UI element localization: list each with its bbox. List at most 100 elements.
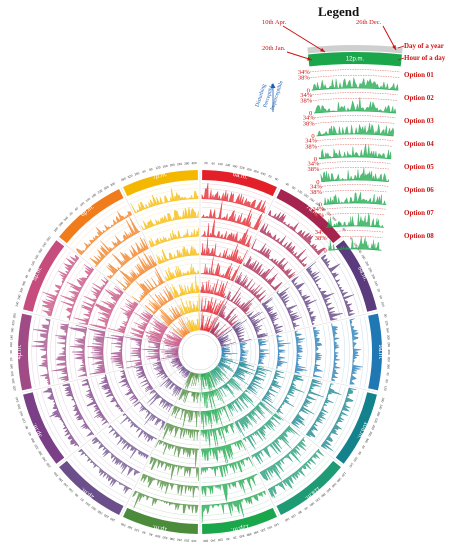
- threshold-line: [341, 321, 345, 383]
- day-tick-label: 280: [16, 294, 21, 300]
- day-tick-label: 120: [155, 165, 161, 170]
- threshold-line: [36, 317, 41, 387]
- threshold-line: [201, 470, 256, 483]
- day-tick-label: 180: [109, 517, 116, 523]
- sector-divider: [57, 238, 185, 340]
- threshold-line: [304, 329, 308, 375]
- day-tick-label: 220: [103, 513, 110, 519]
- day-tick-label: 140: [348, 462, 354, 469]
- threshold-line: [142, 399, 167, 419]
- threshold-line: [299, 381, 323, 430]
- day-tick-label: 180: [267, 525, 273, 531]
- series-8: [76, 210, 133, 256]
- threshold-line: [233, 285, 258, 305]
- series-2: [178, 388, 200, 403]
- series-6: [148, 227, 199, 248]
- series-8: [130, 187, 199, 214]
- day-tick-label: 160: [191, 539, 196, 543]
- day-tick-label: 120: [297, 189, 304, 195]
- day-tick-label: 260: [11, 378, 16, 384]
- threshold-line: [201, 239, 248, 251]
- legend-threshold-label: 38%: [305, 143, 318, 150]
- hour-band: [202, 170, 277, 197]
- threshold-line: [224, 301, 244, 317]
- threshold-line: [303, 271, 328, 322]
- hour-band: [123, 507, 198, 534]
- series-5: [98, 374, 124, 413]
- day-tick-label: 120: [134, 527, 140, 533]
- legend-threshold-line: [317, 144, 393, 147]
- series-8: [320, 254, 355, 317]
- threshold-line: [332, 248, 364, 313]
- hour-label: 7p.m.: [152, 172, 168, 181]
- series-4: [165, 263, 200, 282]
- legend-threshold-label: 38%: [312, 212, 325, 219]
- sector-divider: [120, 187, 192, 335]
- hour-label: 9a.m.: [377, 344, 383, 359]
- threshold-line: [201, 436, 240, 446]
- threshold-line: [95, 286, 116, 327]
- day-tick-label: 160: [162, 164, 168, 169]
- series-3: [147, 389, 174, 413]
- day-tick-label: 300: [367, 431, 373, 438]
- series-1: [160, 344, 179, 360]
- threshold-line: [332, 391, 364, 456]
- series-2: [200, 388, 225, 410]
- series-8: [42, 387, 80, 447]
- sector-divider: [22, 311, 181, 348]
- series-7: [62, 383, 95, 437]
- threshold-line: [116, 255, 153, 285]
- series-5: [242, 413, 284, 450]
- legend-threshold-label: 34%: [312, 206, 325, 213]
- ring-baseline: [259, 437, 305, 473]
- day-tick-label: 280: [320, 492, 327, 499]
- threshold-line: [364, 316, 369, 388]
- day-tick-label: 20: [79, 497, 84, 502]
- series-1: [217, 356, 239, 373]
- legend-threshold-line: [319, 161, 391, 164]
- series-2: [159, 306, 183, 327]
- series-8: [320, 387, 357, 452]
- series-4: [261, 370, 285, 411]
- legend-threshold-label: 34%: [315, 229, 328, 236]
- legend-threshold-label: 38%: [308, 166, 321, 173]
- threshold-line: [274, 201, 331, 246]
- legend-option-labels: Option 01 Option 02 Option 03 Option 04 Opti…: [404, 71, 434, 240]
- series-7: [51, 323, 69, 382]
- threshold-line: [288, 378, 310, 421]
- threshold-line: [152, 453, 199, 465]
- series-8: [132, 490, 199, 514]
- threshold-line: [291, 332, 294, 372]
- threshold-line: [130, 188, 199, 204]
- threshold-line: [59, 385, 86, 442]
- day-tick-label: 180: [57, 476, 64, 483]
- hour-band: [59, 460, 124, 516]
- day-tick-label: 100: [218, 162, 224, 167]
- threshold-line: [284, 377, 305, 418]
- legend-option-label: Option 03: [404, 117, 434, 125]
- legend-level-arrow-head: [270, 83, 276, 88]
- threshold-line: [54, 260, 83, 318]
- day-tick-label: 240: [41, 456, 47, 463]
- threshold-line: [72, 271, 97, 322]
- series-5: [276, 287, 302, 330]
- day-tick-label: 80: [384, 379, 389, 383]
- day-tick-label: 320: [127, 173, 133, 179]
- threshold-line: [299, 274, 323, 323]
- day-tick-label: 140: [225, 163, 231, 168]
- ring-baseline: [320, 387, 350, 447]
- legend-option-label: Option 04: [404, 140, 434, 148]
- legend-threshold-label: 0: [309, 110, 312, 117]
- day-tick-label: 180: [91, 192, 98, 198]
- day-tick-label: 200: [16, 404, 21, 410]
- legend-threshold-line: [324, 207, 386, 210]
- threshold-line: [255, 238, 298, 273]
- day-tick-label: 140: [273, 522, 280, 528]
- day-tick-label: 260: [246, 167, 252, 172]
- main-radial-chart: 6a.m.20 60 100 140 180 220 260 300 340 20607a.m.4…: [9, 161, 391, 543]
- series-3: [200, 279, 228, 299]
- day-tick-label: 300: [10, 371, 15, 377]
- day-tick-label: 100: [68, 487, 75, 494]
